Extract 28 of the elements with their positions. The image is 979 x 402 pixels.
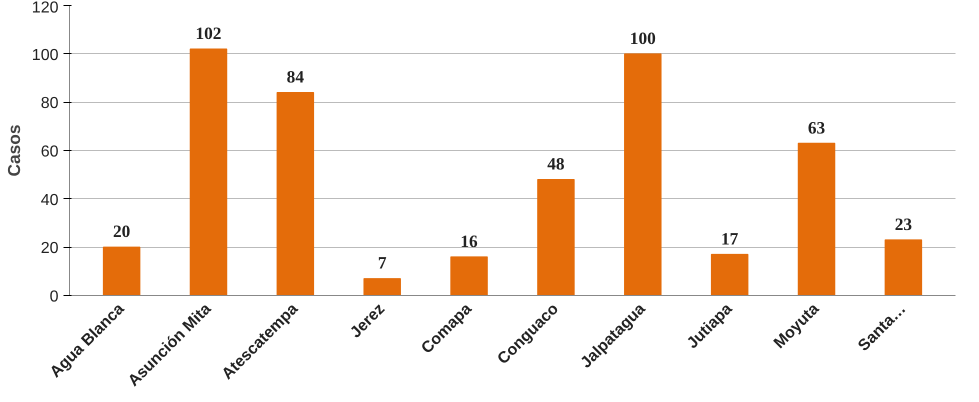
data-label: 63 (808, 118, 826, 138)
y-tick-label: 80 (40, 95, 59, 112)
bar (276, 92, 314, 296)
y-tick-label: 40 (40, 192, 59, 209)
y-tick-label: 0 (50, 288, 59, 306)
bar (798, 142, 836, 296)
bar (450, 256, 488, 296)
bar (363, 278, 401, 296)
data-label: 7 (378, 254, 387, 273)
y-tick-label: 60 (40, 144, 59, 160)
data-label: 48 (547, 154, 565, 174)
bar (190, 48, 228, 296)
bar (537, 179, 575, 296)
y-tick-label: 20 (40, 240, 59, 258)
y-tick-label: 100 (32, 46, 59, 64)
data-label: 84 (286, 68, 304, 86)
y-axis-title: Casos (4, 124, 24, 177)
bar (624, 53, 662, 296)
data-label: 16 (460, 232, 478, 251)
bar (102, 246, 140, 296)
data-label: 20 (112, 222, 130, 242)
data-label: 100 (630, 28, 656, 48)
data-label: 102 (195, 24, 222, 43)
y-tick-label: 120 (32, 0, 59, 16)
data-label: 23 (894, 214, 912, 234)
bar (710, 254, 748, 296)
bar (884, 239, 922, 296)
data-label: 17 (720, 229, 739, 248)
